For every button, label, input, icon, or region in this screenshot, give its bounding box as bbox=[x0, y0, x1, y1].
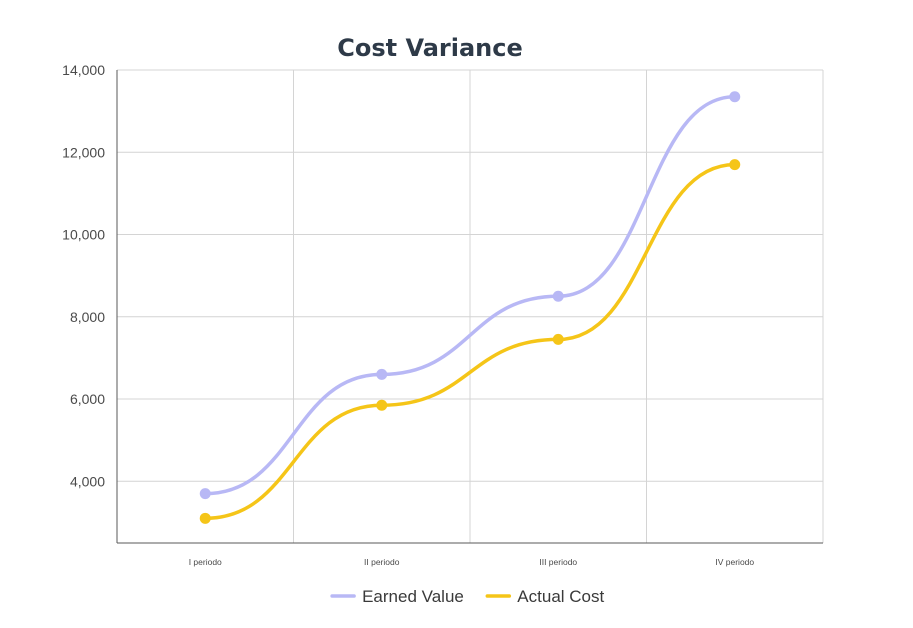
y-tick-label: 4,000 bbox=[70, 473, 105, 489]
data-point[interactable] bbox=[552, 290, 564, 302]
x-tick-label: III periodo bbox=[539, 557, 577, 567]
axes bbox=[116, 70, 823, 544]
legend-item-actual-cost[interactable]: Actual Cost bbox=[485, 587, 605, 606]
y-tick-label: 14,000 bbox=[62, 62, 105, 78]
legend-label: Earned Value bbox=[362, 587, 464, 606]
series bbox=[199, 91, 741, 524]
data-point[interactable] bbox=[376, 399, 388, 411]
y-tick-label: 6,000 bbox=[70, 391, 105, 407]
legend[interactable]: Earned Value Actual Cost bbox=[330, 587, 605, 606]
x-tick-label: IV periodo bbox=[715, 557, 754, 567]
series-actual-cost bbox=[199, 159, 741, 524]
y-tick-label: 8,000 bbox=[70, 309, 105, 325]
grid bbox=[117, 69, 824, 543]
data-point[interactable] bbox=[199, 512, 211, 524]
x-tick-label: I periodo bbox=[189, 557, 222, 567]
x-tick-label: II periodo bbox=[364, 557, 400, 567]
series-line bbox=[203, 162, 737, 521]
data-point[interactable] bbox=[729, 91, 741, 103]
data-point[interactable] bbox=[552, 333, 564, 345]
legend-item-earned-value[interactable]: Earned Value bbox=[330, 587, 464, 606]
y-tick-label: 12,000 bbox=[62, 144, 105, 160]
data-point[interactable] bbox=[729, 159, 741, 171]
chart-title: Cost Variance bbox=[337, 34, 523, 62]
x-axis-ticks: I periodo II periodo III periodo IV periodo bbox=[189, 557, 755, 567]
y-axis-ticks: 4,000 6,000 8,000 10,000 12,000 14,000 bbox=[62, 62, 105, 489]
y-tick-label: 10,000 bbox=[62, 227, 105, 243]
data-point[interactable] bbox=[376, 368, 388, 380]
legend-label: Actual Cost bbox=[517, 587, 604, 606]
series-earned-value bbox=[199, 91, 741, 500]
data-point[interactable] bbox=[199, 488, 211, 500]
series-line bbox=[203, 94, 737, 496]
